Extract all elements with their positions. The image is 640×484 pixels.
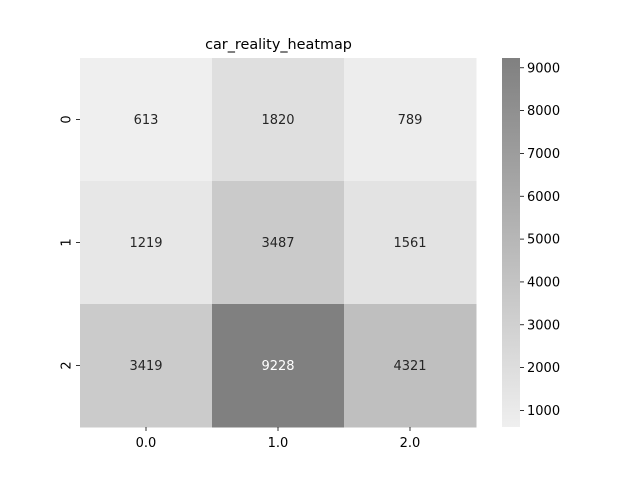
heatmap-cell [344,58,477,182]
heatmap-cell [344,181,477,305]
colorbar-tick-label: 7000 [527,147,560,162]
cell-value-label: 789 [398,113,423,128]
colorbar: 1000 2000 3000 4000 5000 6000 7000 8000 9000 [502,58,560,427]
y-axis: 0 1 2 [60,115,80,370]
heatmap-cell [212,181,345,305]
colorbar-tick-label: 5000 [527,233,560,248]
chart-title: car_reality_heatmap [205,37,352,53]
heatmap-cell [212,58,345,182]
heatmap-cells: 613 1820 789 1219 3487 1561 3419 9228 4321 [80,58,477,428]
x-tick-label: 1.0 [268,436,289,451]
colorbar-gradient [502,58,520,427]
heatmap-cell [212,304,345,428]
y-tick-label: 0 [60,115,75,123]
colorbar-tick-label: 2000 [527,361,560,376]
cell-value-label: 613 [134,113,159,128]
cell-value-label: 4321 [393,359,426,374]
heatmap-cell [80,58,213,182]
cell-value-label: 1561 [393,236,426,251]
cell-value-label: 9228 [261,359,294,374]
colorbar-tick-label: 1000 [527,404,560,419]
colorbar-tick-label: 8000 [527,104,560,119]
y-tick-label: 1 [60,238,75,246]
heatmap-cell [80,304,213,428]
x-axis: 0.0 1.0 2.0 [136,427,421,451]
colorbar-tick-label: 3000 [527,318,560,333]
cell-value-label: 1820 [261,113,294,128]
cell-value-label: 3487 [261,236,294,251]
cell-value-label: 1219 [129,236,162,251]
cell-value-label: 3419 [129,359,162,374]
y-tick-label: 2 [60,361,75,369]
colorbar-tick-label: 4000 [527,275,560,290]
x-tick-label: 2.0 [400,436,421,451]
heatmap-cell [344,304,477,428]
colorbar-tick-label: 6000 [527,190,560,205]
heatmap-cell [80,181,213,305]
x-tick-label: 0.0 [136,436,157,451]
colorbar-tick-label: 9000 [527,61,560,76]
